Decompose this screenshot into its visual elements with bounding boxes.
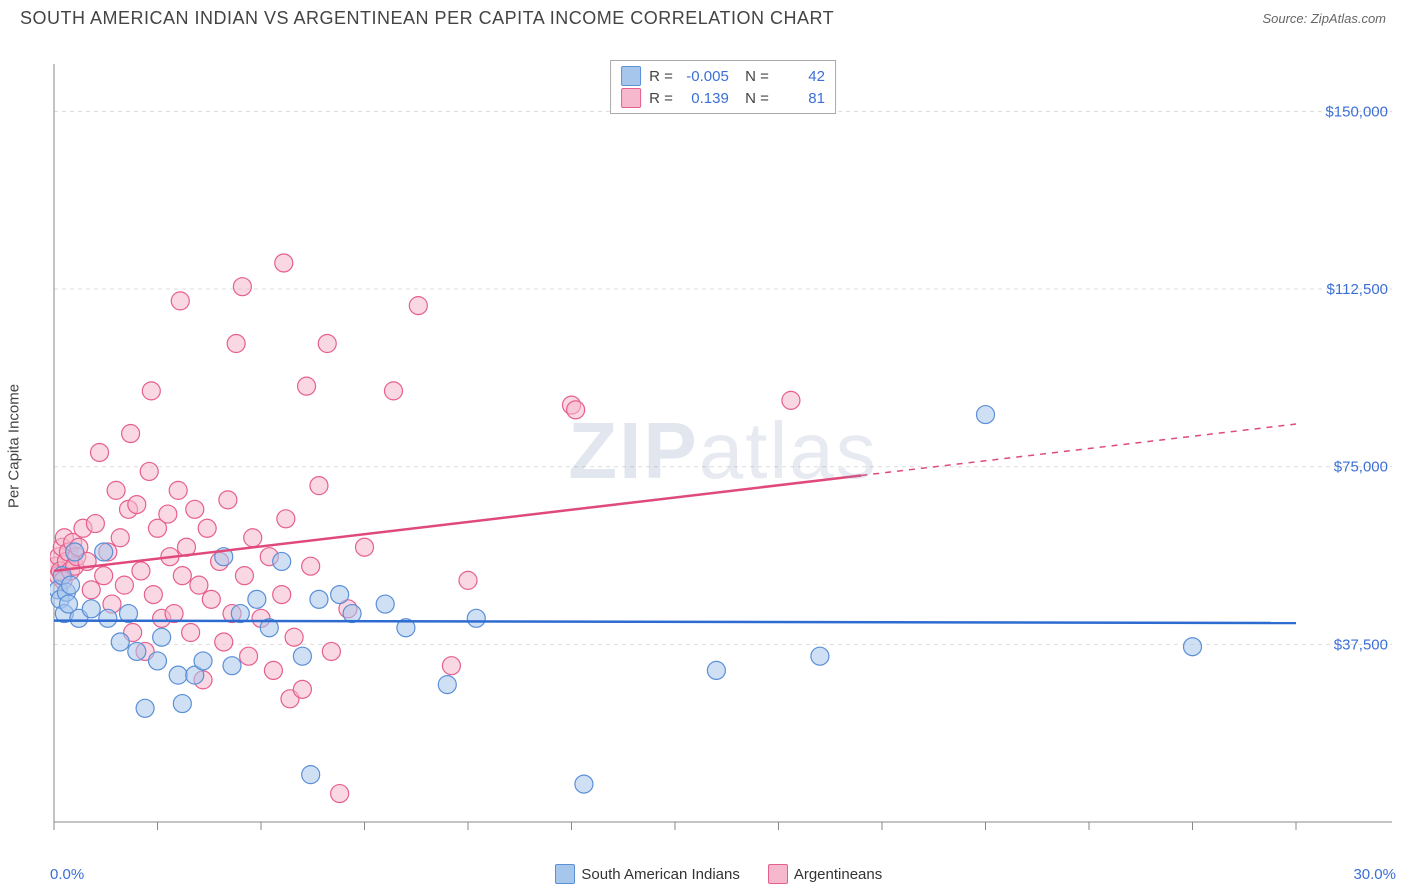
legend-swatch-2 bbox=[768, 864, 788, 884]
x-axis-min: 0.0% bbox=[50, 866, 84, 883]
legend: South American Indians Argentineans bbox=[555, 864, 882, 884]
svg-text:$75,000: $75,000 bbox=[1334, 459, 1388, 476]
legend-label-2: Argentineans bbox=[794, 866, 882, 883]
svg-text:$112,500: $112,500 bbox=[1327, 281, 1388, 298]
svg-text:$150,000: $150,000 bbox=[1325, 103, 1388, 120]
legend-label-1: South American Indians bbox=[581, 866, 739, 883]
x-axis-max: 30.0% bbox=[1353, 866, 1396, 883]
x-axis-footer: 0.0% South American Indians Argentineans… bbox=[50, 864, 1396, 884]
svg-text:$37,500: $37,500 bbox=[1334, 636, 1388, 653]
stats-swatch-2 bbox=[621, 88, 641, 108]
source-label: Source: ZipAtlas.com bbox=[1262, 11, 1386, 26]
chart-area: $37,500$75,000$112,500$150,000 ZIPatlas … bbox=[50, 60, 1396, 842]
stats-swatch-1 bbox=[621, 66, 641, 86]
stats-box: R =-0.005 N =42 R =0.139 N =81 bbox=[610, 60, 836, 114]
scatter-chart: $37,500 $75,000 $112,500 $150,000 bbox=[50, 60, 1396, 842]
y-axis-label: Per Capita Income bbox=[6, 384, 23, 508]
chart-title: SOUTH AMERICAN INDIAN VS ARGENTINEAN PER… bbox=[20, 8, 834, 29]
legend-swatch-1 bbox=[555, 864, 575, 884]
